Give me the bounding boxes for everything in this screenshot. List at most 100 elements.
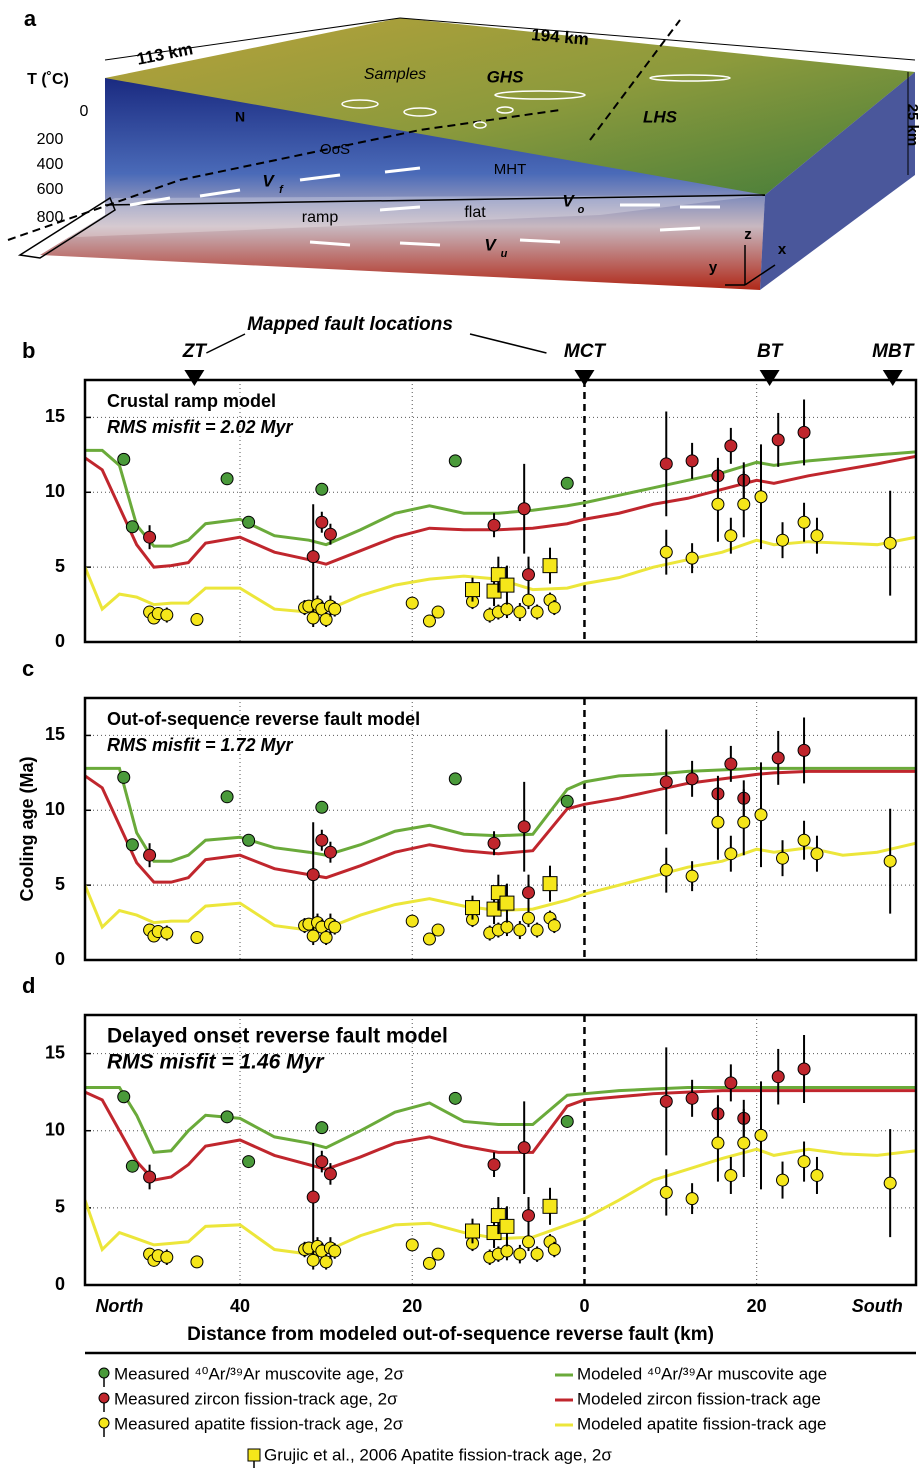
diagram-label: 800 — [37, 209, 64, 226]
y-axis-label: Cooling age (Ma) — [17, 757, 37, 902]
data-square — [499, 577, 515, 593]
fault-marker — [882, 370, 903, 386]
data-point — [117, 1090, 131, 1104]
data-point — [315, 833, 329, 847]
data-point — [405, 596, 419, 610]
data-point — [422, 932, 436, 946]
legend-label: Measured ⁴⁰Ar/³⁹Ar muscovite age, 2σ — [114, 1364, 404, 1383]
data-square — [499, 1218, 515, 1234]
data-point — [323, 845, 337, 859]
x-tick-label: 40 — [230, 1296, 250, 1316]
data-point — [448, 454, 462, 468]
data-point — [306, 868, 320, 882]
fault-marker — [574, 370, 595, 386]
data-point — [521, 911, 535, 925]
data-square — [465, 582, 481, 598]
data-point — [685, 1091, 699, 1105]
plot-frame — [83, 1013, 918, 1287]
data-point — [513, 605, 527, 619]
diagram-label: ramp — [302, 209, 339, 226]
model-line — [85, 841, 916, 932]
y-tick-label: 10 — [45, 481, 65, 501]
fault-marker — [184, 370, 205, 386]
data-point — [685, 869, 699, 883]
data-square — [542, 1198, 558, 1214]
data-point — [500, 602, 514, 616]
y-tick-label: 5 — [55, 556, 65, 576]
model-line — [85, 448, 916, 548]
diagram-label: V — [484, 235, 497, 254]
data-point — [422, 1256, 436, 1270]
fault-label: BT — [757, 341, 784, 362]
data-point — [659, 1185, 673, 1199]
data-point — [810, 847, 824, 861]
panel-label: b — [22, 338, 35, 363]
data-point — [448, 1091, 462, 1105]
block-edge — [17, 196, 116, 259]
data-point — [431, 605, 445, 619]
x-tick-label: 20 — [747, 1296, 767, 1316]
data-square — [465, 900, 481, 916]
data-point — [724, 1076, 738, 1090]
data-point — [724, 847, 738, 861]
y-tick-label: 5 — [55, 1197, 65, 1217]
data-point — [517, 1141, 531, 1155]
data-point — [685, 772, 699, 786]
data-point — [190, 613, 204, 627]
data-point — [737, 497, 751, 511]
y-tick-label: 10 — [45, 799, 65, 819]
data-point — [530, 605, 544, 619]
diagram-label: V — [262, 171, 275, 190]
data-point — [771, 1070, 785, 1084]
data-point — [685, 454, 699, 468]
data-point — [117, 452, 131, 466]
legend-point — [98, 1392, 110, 1404]
data-point — [771, 433, 785, 447]
y-tick-label: 10 — [45, 1119, 65, 1139]
data-point — [810, 529, 824, 543]
fault-label: MBT — [872, 341, 915, 362]
data-square — [465, 1223, 481, 1239]
data-point — [422, 614, 436, 628]
diagram-label: z — [744, 226, 752, 243]
data-point — [776, 533, 790, 547]
diagram-label: T (˚C) — [27, 71, 69, 88]
data-point — [125, 838, 139, 852]
chart-subtitle: RMS misfit = 1.72 Myr — [107, 735, 294, 755]
data-point — [306, 929, 320, 943]
data-point — [242, 515, 256, 529]
diagram-label: 194 km — [531, 25, 590, 49]
fault-label: MCT — [564, 341, 607, 362]
data-point — [405, 914, 419, 928]
data-point — [306, 1253, 320, 1267]
y-tick-label: 0 — [55, 631, 65, 651]
panel-label: c — [22, 656, 34, 681]
data-point — [117, 770, 131, 784]
y-tick-label: 0 — [55, 949, 65, 969]
chart-subtitle: RMS misfit = 2.02 Myr — [107, 417, 294, 437]
data-square — [542, 558, 558, 574]
data-point — [797, 743, 811, 757]
data-point — [242, 833, 256, 847]
data-point — [724, 439, 738, 453]
diagram-label: y — [709, 259, 718, 276]
data-point — [315, 800, 329, 814]
dimension-line — [399, 17, 916, 61]
mht-line — [104, 194, 766, 206]
model-line — [85, 766, 916, 863]
diagram-label: 200 — [37, 131, 64, 148]
data-point — [328, 602, 342, 616]
model-line — [85, 1147, 916, 1256]
data-point — [776, 851, 790, 865]
data-point — [315, 515, 329, 529]
front-face — [40, 78, 765, 290]
chart-title: Out-of-sequence reverse fault model — [107, 709, 420, 729]
oos-trace — [7, 109, 561, 241]
data-point — [190, 931, 204, 945]
x-tick-label: 0 — [579, 1296, 589, 1316]
data-point — [521, 593, 535, 607]
data-point — [560, 476, 574, 490]
diagram-label: f — [279, 184, 284, 196]
data-point — [797, 1155, 811, 1169]
data-point — [754, 490, 768, 504]
